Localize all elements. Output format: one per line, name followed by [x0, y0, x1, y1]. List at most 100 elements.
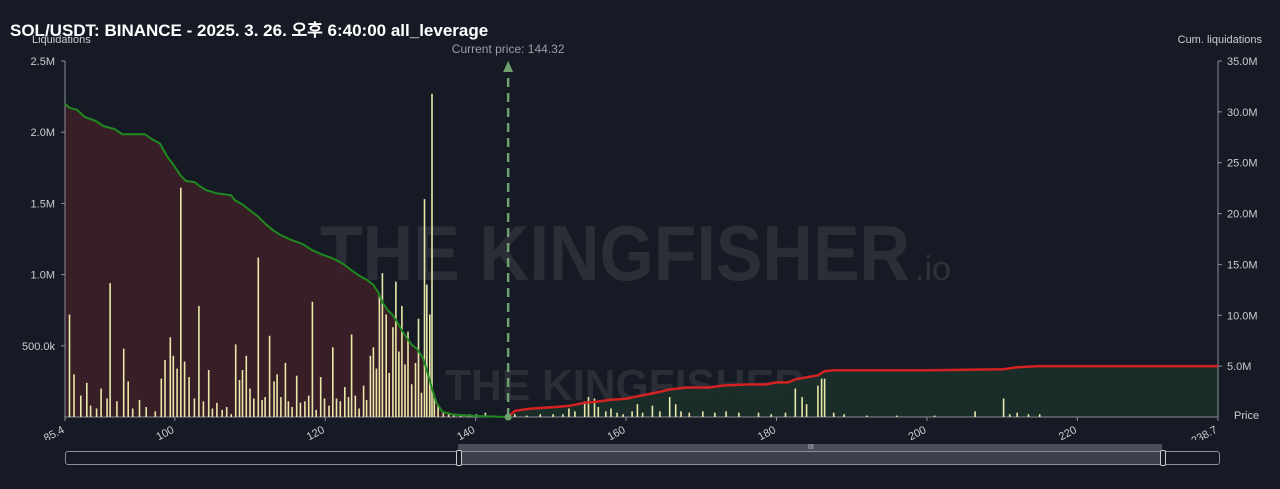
- scroll-range-bar[interactable]: [458, 444, 1162, 451]
- scroll-right-handle[interactable]: [1160, 450, 1166, 466]
- liquidation-bar: [180, 187, 182, 417]
- liquidation-bar: [372, 347, 375, 417]
- liquidation-bar: [817, 385, 819, 417]
- liquidation-bar: [273, 381, 275, 417]
- liquidation-bar: [172, 355, 175, 417]
- y2-tick-label: 35.0M: [1227, 56, 1258, 68]
- liquidation-bar: [574, 411, 576, 417]
- liquidation-bar: [539, 414, 542, 417]
- liquidation-bar: [392, 327, 394, 417]
- liquidation-bar: [328, 405, 330, 417]
- liquidation-bar: [832, 412, 835, 417]
- x-tick-label: 220: [1057, 424, 1079, 440]
- liquidation-bar: [426, 284, 428, 417]
- liquidation-bar: [307, 395, 310, 417]
- liquidation-bar: [442, 412, 445, 417]
- liquidation-bar: [823, 378, 826, 417]
- current-price-label: Current price: 144.32: [452, 42, 565, 56]
- scroll-grip-icon[interactable]: III: [808, 444, 814, 451]
- liquidation-bar: [323, 398, 326, 417]
- liquidation-bar: [568, 408, 570, 417]
- liquidation-bar: [154, 411, 157, 417]
- liquidation-bar: [176, 368, 178, 417]
- liquidation-bar: [315, 409, 317, 417]
- liquidation-bar: [453, 414, 455, 417]
- liquidation-bar: [514, 414, 516, 417]
- liquidation-bar: [311, 301, 314, 417]
- liquidation-bar: [757, 412, 760, 417]
- liquidation-chart[interactable]: THE KINGFISHER .io THE KINGFISHER 500.0k…: [0, 0, 1280, 440]
- liquidation-bar: [616, 412, 618, 417]
- liquidation-bar: [378, 294, 381, 417]
- liquidation-bar: [641, 412, 644, 417]
- liquidation-bar: [160, 378, 163, 417]
- liquidation-bar: [145, 407, 147, 417]
- liquidation-bar: [583, 401, 586, 417]
- x-tick-label: 200: [906, 424, 928, 440]
- liquidation-bar: [86, 382, 88, 417]
- liquidation-bar: [354, 395, 357, 417]
- liquidation-bar: [362, 385, 365, 417]
- liquidation-bar: [127, 381, 129, 417]
- y-tick-label: 500.0k: [22, 341, 56, 353]
- liquidation-bar: [459, 415, 462, 417]
- liquidation-bar: [95, 408, 98, 417]
- liquidation-bar: [257, 257, 260, 417]
- liquidation-bar: [388, 372, 390, 417]
- liquidation-bar: [526, 415, 528, 417]
- liquidation-bar: [287, 401, 290, 417]
- liquidation-bar: [225, 407, 228, 417]
- horizontal-scrollbar[interactable]: [65, 450, 1220, 466]
- liquidation-bar: [1002, 398, 1005, 417]
- x-tick-label: 140: [455, 424, 477, 440]
- liquidation-bar: [365, 399, 368, 417]
- liquidation-bar: [211, 408, 214, 417]
- price-axis-label: Price: [1234, 410, 1259, 422]
- scrollbar-thumb[interactable]: [456, 450, 1166, 466]
- liquidation-bar: [738, 412, 740, 417]
- liquidation-bar: [131, 408, 134, 417]
- liquidation-bar: [183, 361, 186, 417]
- liquidation-bar: [429, 314, 431, 417]
- liquidation-bar: [974, 411, 976, 417]
- liquidation-bar: [339, 401, 342, 417]
- long-cumulative-area: [65, 103, 509, 417]
- x-tick-label: 100: [154, 424, 176, 440]
- liquidation-bar: [414, 362, 417, 417]
- liquidation-bar: [714, 412, 716, 417]
- liquidation-bar: [295, 375, 298, 417]
- liquidation-bar: [395, 281, 397, 417]
- liquidation-bar: [276, 374, 278, 417]
- liquidation-bar: [562, 414, 564, 417]
- liquidation-bar: [234, 344, 237, 417]
- chart-title: SOL/USDT: BINANCE - 2025. 3. 26. 오후 6:40…: [10, 21, 489, 40]
- liquidation-bar: [688, 412, 691, 417]
- scroll-left-handle[interactable]: [456, 450, 462, 466]
- liquidation-bar: [404, 364, 406, 417]
- liquidation-bar: [484, 412, 487, 417]
- liquidation-bar: [407, 331, 409, 417]
- y-tick-label: 1.5M: [31, 198, 55, 210]
- liquidation-bar: [299, 402, 302, 417]
- y-tick-label: 2.5M: [31, 56, 55, 68]
- liquidation-bar: [100, 388, 102, 417]
- liquidation-bar: [668, 397, 671, 417]
- liquidation-bar: [375, 368, 378, 417]
- liquidation-bar: [335, 398, 338, 417]
- liquidation-bar: [794, 388, 797, 417]
- liquidation-bar: [820, 378, 823, 417]
- liquidation-bar: [447, 414, 450, 417]
- liquidation-bar: [597, 407, 600, 417]
- current-price-dot: [504, 413, 512, 421]
- y2-tick-label: 15.0M: [1227, 259, 1258, 271]
- liquidation-bar: [109, 283, 111, 417]
- liquidation-bar: [245, 355, 248, 417]
- y2-tick-label: 25.0M: [1227, 158, 1258, 170]
- liquidation-bar: [896, 415, 898, 417]
- liquidation-bar: [89, 405, 92, 417]
- liquidation-bar: [587, 397, 590, 417]
- liquidation-bar: [610, 408, 612, 417]
- y-tick-label: 1.0M: [31, 270, 55, 282]
- liquidation-bar: [284, 362, 287, 417]
- liquidation-bar: [1008, 414, 1011, 417]
